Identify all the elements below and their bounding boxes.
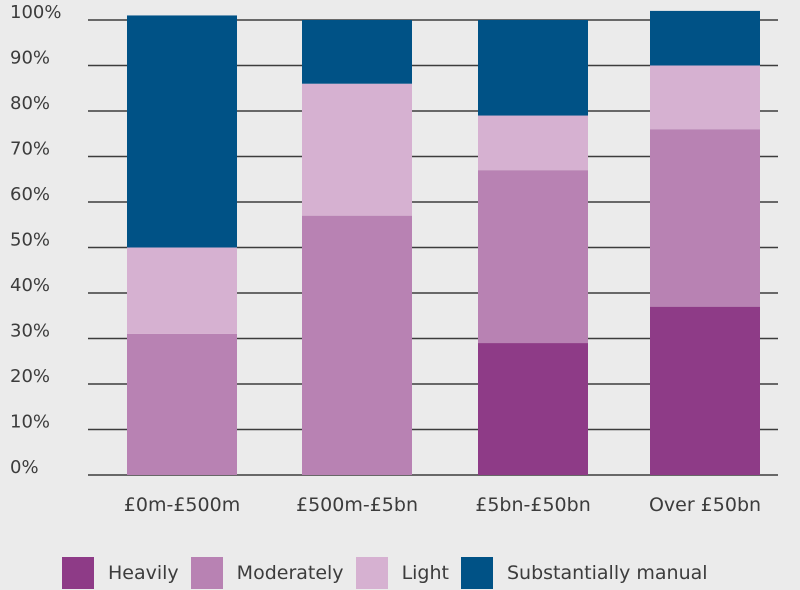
legend-label-heavily: Heavily	[108, 562, 179, 584]
y-tick-label: 70%	[10, 139, 50, 160]
bar-segment-moderately	[302, 215, 412, 475]
bar-segment-light	[478, 115, 588, 171]
legend-swatch-heavily	[62, 557, 94, 589]
legend-item-moderately: Moderately	[190, 557, 344, 589]
x-category-label: £0m-£500m	[124, 494, 240, 516]
bar-segment-substantially-manual	[127, 15, 237, 248]
y-tick-label: 30%	[10, 321, 50, 342]
x-category-label: £5bn-£50bn	[475, 494, 591, 516]
bar-segment-substantially-manual	[478, 20, 588, 116]
bar-segment-substantially-manual	[650, 10, 760, 66]
legend-swatch-moderately	[190, 557, 223, 589]
legend-label-substantially-manual: Substantially manual	[506, 562, 708, 584]
bar-segment-heavily	[650, 306, 760, 475]
y-tick-label: 60%	[10, 184, 50, 205]
legend-swatch-light	[355, 557, 388, 589]
y-tick-label: 10%	[10, 412, 50, 433]
y-tick-labels: 0% 10% 20% 30% 40% 50% 60% 70% 80% 90% 100%	[10, 2, 61, 478]
y-tick-label: 50%	[10, 230, 50, 251]
bar-segment-light	[650, 65, 760, 130]
bar-segment-light	[127, 247, 237, 334]
y-tick-label: 0%	[10, 457, 39, 478]
y-tick-label: 40%	[10, 275, 50, 296]
legend-item-substantially-manual: Substantially manual	[460, 557, 708, 589]
x-category-label: £500m-£5bn	[296, 494, 418, 516]
bars	[127, 10, 760, 475]
bar-segment-moderately	[127, 333, 237, 475]
legend-swatch-substantially-manual	[460, 557, 493, 589]
bar-segment-heavily	[478, 343, 588, 475]
x-category-labels: £0m-£500m £500m-£5bn £5bn-£50bn Over £50bn	[124, 494, 761, 516]
y-tick-label: 90%	[10, 48, 50, 69]
legend-item-heavily: Heavily	[62, 557, 179, 589]
y-tick-label: 80%	[10, 93, 50, 114]
bar-segment-moderately	[650, 129, 760, 307]
legend-label-moderately: Moderately	[236, 562, 344, 584]
bar-segment-substantially-manual	[302, 20, 412, 84]
legend-label-light: Light	[401, 562, 449, 584]
y-tick-label: 20%	[10, 366, 50, 387]
x-category-label: Over £50bn	[649, 494, 761, 516]
bar-segment-moderately	[478, 170, 588, 344]
bar-segment-light	[302, 83, 412, 216]
legend: Heavily Moderately Light Substantially m…	[62, 556, 720, 590]
y-tick-label: 100%	[10, 2, 61, 23]
legend-item-light: Light	[355, 557, 449, 589]
